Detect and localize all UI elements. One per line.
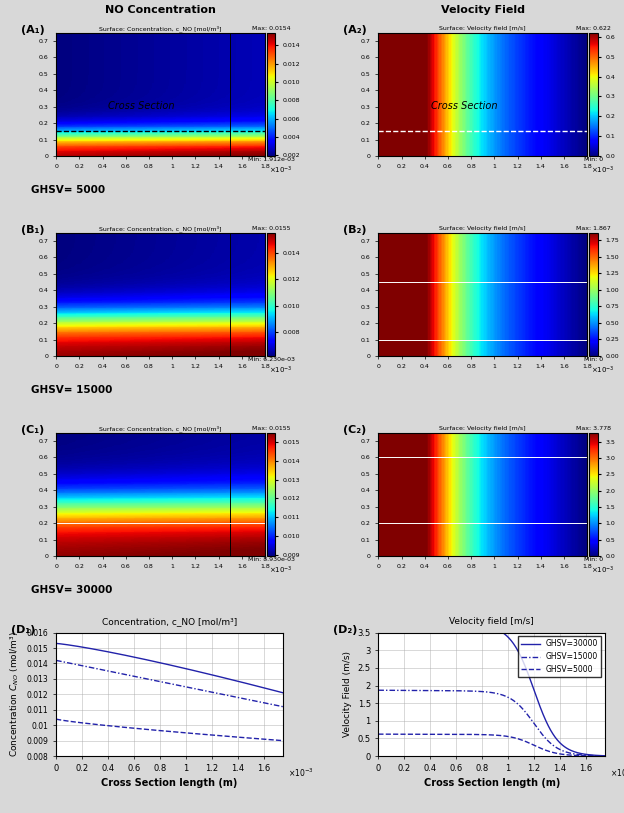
GHSV=5000 bbox=[602, 751, 609, 761]
GHSV=15000 bbox=[376, 685, 383, 695]
X-axis label: Cross Section length (m): Cross Section length (m) bbox=[102, 778, 238, 789]
Line: GHSV=5000: GHSV=5000 bbox=[378, 734, 605, 756]
Text: (C₂): (C₂) bbox=[343, 425, 366, 435]
Line: GHSV=30000: GHSV=30000 bbox=[378, 623, 605, 756]
Title: Surface: Velocity field [m/s]: Surface: Velocity field [m/s] bbox=[439, 27, 526, 32]
Text: Max: 3.778: Max: 3.778 bbox=[576, 426, 611, 432]
Text: Min: 0: Min: 0 bbox=[584, 357, 603, 363]
GHSV=15000 bbox=[602, 751, 609, 761]
Title: Velocity field [m/s]: Velocity field [m/s] bbox=[449, 617, 534, 626]
Text: Max: 1.867: Max: 1.867 bbox=[576, 226, 611, 232]
Text: $\times10^{-3}$: $\times10^{-3}$ bbox=[288, 767, 313, 779]
Text: Min: 0: Min: 0 bbox=[584, 157, 603, 163]
Text: (C₁): (C₁) bbox=[21, 425, 44, 435]
Title: Surface: Velocity field [m/s]: Surface: Velocity field [m/s] bbox=[439, 227, 526, 232]
GHSV=15000 bbox=[566, 748, 573, 758]
Text: $\times10^{-3}$: $\times10^{-3}$ bbox=[610, 767, 624, 779]
GHSV=30000 bbox=[376, 618, 383, 628]
GHSV=15000 bbox=[374, 685, 382, 695]
Text: $\times10^{-3}$: $\times10^{-3}$ bbox=[269, 164, 293, 176]
Legend: GHSV=30000, GHSV=15000, GHSV=5000: GHSV=30000, GHSV=15000, GHSV=5000 bbox=[518, 637, 602, 677]
Text: (A₂): (A₂) bbox=[343, 25, 367, 35]
Text: Cross Section: Cross Section bbox=[109, 101, 175, 111]
GHSV=15000 bbox=[514, 698, 521, 708]
GHSV=5000 bbox=[580, 751, 588, 761]
GHSV=15000 bbox=[580, 750, 588, 760]
Title: Surface: Concentration, c_NO [mol/m³]: Surface: Concentration, c_NO [mol/m³] bbox=[99, 225, 222, 233]
Text: (B₂): (B₂) bbox=[343, 225, 366, 235]
Text: Max: 0.622: Max: 0.622 bbox=[576, 26, 611, 31]
Title: Surface: Velocity field [m/s]: Surface: Velocity field [m/s] bbox=[439, 427, 526, 432]
Text: GHSV= 5000: GHSV= 5000 bbox=[31, 185, 105, 195]
Text: GHSV= 15000: GHSV= 15000 bbox=[31, 385, 112, 395]
GHSV=5000 bbox=[509, 733, 517, 742]
GHSV=5000 bbox=[514, 733, 521, 743]
GHSV=30000 bbox=[602, 751, 609, 761]
X-axis label: Cross Section length (m): Cross Section length (m) bbox=[424, 778, 560, 789]
GHSV=30000 bbox=[580, 750, 588, 759]
GHSV=15000 bbox=[509, 695, 517, 705]
Text: Velocity Field: Velocity Field bbox=[441, 5, 525, 15]
GHSV=5000 bbox=[376, 729, 383, 739]
Text: $\times10^{-3}$: $\times10^{-3}$ bbox=[592, 364, 615, 376]
GHSV=5000 bbox=[566, 750, 573, 760]
Text: $\times10^{-3}$: $\times10^{-3}$ bbox=[592, 564, 615, 576]
Text: (B₁): (B₁) bbox=[21, 225, 44, 235]
Text: Min: 6.230e-03: Min: 6.230e-03 bbox=[248, 357, 295, 363]
Text: $\times10^{-3}$: $\times10^{-3}$ bbox=[592, 164, 615, 176]
Line: GHSV=15000: GHSV=15000 bbox=[378, 690, 605, 756]
Text: (D₁): (D₁) bbox=[11, 625, 35, 635]
GHSV=5000 bbox=[510, 733, 517, 742]
Text: GHSV= 30000: GHSV= 30000 bbox=[31, 585, 112, 595]
GHSV=30000 bbox=[566, 745, 573, 754]
Title: Surface: Concentration, c_NO [mol/m³]: Surface: Concentration, c_NO [mol/m³] bbox=[99, 25, 222, 33]
Text: Cross Section: Cross Section bbox=[431, 101, 497, 111]
Text: Max: 0.0154: Max: 0.0154 bbox=[252, 26, 291, 31]
Title: Concentration, c_NO [mol/m³]: Concentration, c_NO [mol/m³] bbox=[102, 617, 237, 626]
GHSV=30000 bbox=[514, 645, 521, 654]
Text: (A₁): (A₁) bbox=[21, 25, 44, 35]
Text: Max: 0.0155: Max: 0.0155 bbox=[252, 426, 291, 432]
Y-axis label: Concentration $C_{NO}$ (mol/m³): Concentration $C_{NO}$ (mol/m³) bbox=[9, 632, 21, 758]
Text: Min: 8.930e-03: Min: 8.930e-03 bbox=[248, 557, 295, 563]
GHSV=30000 bbox=[509, 637, 517, 647]
Text: Min: 0: Min: 0 bbox=[584, 557, 603, 563]
GHSV=30000 bbox=[374, 618, 382, 628]
Title: Surface: Concentration, c_NO [mol/m³]: Surface: Concentration, c_NO [mol/m³] bbox=[99, 425, 222, 433]
Text: NO Concentration: NO Concentration bbox=[105, 5, 216, 15]
Text: Min: 1.912e-03: Min: 1.912e-03 bbox=[248, 157, 295, 163]
Y-axis label: Velocity Field (m/s): Velocity Field (m/s) bbox=[343, 651, 352, 737]
Text: Max: 0.0155: Max: 0.0155 bbox=[252, 226, 291, 232]
GHSV=30000 bbox=[510, 639, 517, 649]
Text: $\times10^{-3}$: $\times10^{-3}$ bbox=[269, 364, 293, 376]
Text: $\times10^{-3}$: $\times10^{-3}$ bbox=[269, 564, 293, 576]
GHSV=5000 bbox=[374, 729, 382, 739]
GHSV=15000 bbox=[510, 696, 517, 706]
Text: (D₂): (D₂) bbox=[333, 625, 358, 635]
